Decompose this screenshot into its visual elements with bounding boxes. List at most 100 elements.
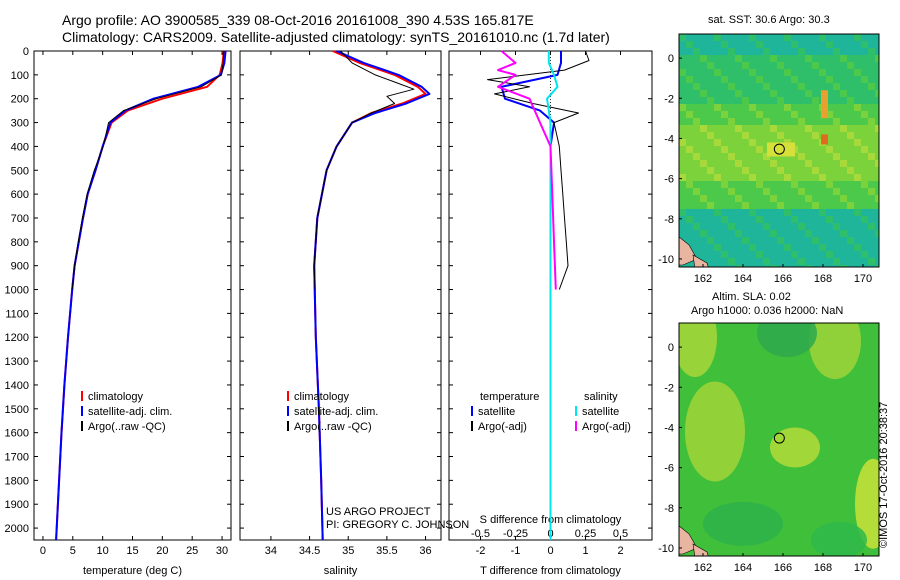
x-tick-label: 34 — [265, 545, 277, 557]
sst-cell — [714, 230, 721, 237]
sst-cell — [854, 139, 861, 146]
x-tick-label: 36 — [419, 545, 431, 557]
sst-cell — [826, 132, 833, 139]
sst-cell — [714, 216, 721, 223]
sst-cell — [819, 62, 826, 69]
sst-cell — [826, 181, 833, 188]
sst-cell — [861, 251, 868, 258]
sst-cell — [679, 153, 686, 160]
sst-cell — [840, 132, 847, 139]
sst-cell — [777, 55, 784, 62]
sst-cell — [840, 97, 847, 104]
sst-cell — [770, 195, 777, 202]
sst-cell — [728, 230, 735, 237]
sst-cell — [798, 265, 805, 267]
land-island — [692, 543, 709, 556]
sst-cell — [763, 34, 770, 41]
sst-cell — [700, 48, 707, 55]
y-tick-label: 100 — [11, 70, 29, 82]
sst-cell — [749, 118, 756, 125]
sst-cell — [854, 146, 861, 153]
sst-cell — [875, 34, 879, 41]
sst-cell — [798, 258, 805, 265]
y-tick-label: 600 — [11, 189, 29, 201]
y-tick-label: 1100 — [5, 308, 29, 320]
sst-cell — [791, 202, 798, 209]
sst-cell — [756, 202, 763, 209]
sst-cell — [749, 41, 756, 48]
sst-cell — [756, 195, 763, 202]
sst-cell — [826, 223, 833, 230]
map-y-tick-label: 0 — [668, 53, 674, 65]
sst-cell — [693, 83, 700, 90]
sst-cell — [791, 258, 798, 265]
sst-cell — [805, 76, 812, 83]
sst-cell — [735, 104, 742, 111]
sst-cell — [791, 237, 798, 244]
sst-cell — [819, 258, 826, 265]
sst-cell — [679, 34, 686, 41]
sst-cell — [847, 265, 854, 267]
sst-cell — [833, 118, 840, 125]
sst-cell — [798, 174, 805, 181]
sst-cell — [728, 223, 735, 230]
sst-cell — [679, 97, 686, 104]
sst-cell — [805, 125, 812, 132]
sst-cell — [714, 83, 721, 90]
sst-cell — [812, 202, 819, 209]
sst-cell — [714, 202, 721, 209]
sst-cell — [854, 132, 861, 139]
sst-cell — [770, 258, 777, 265]
sst-cell — [735, 125, 742, 132]
sst-cell — [819, 202, 826, 209]
y-tick-label: 700 — [11, 213, 29, 225]
sst-cell — [777, 90, 784, 97]
sst-cell — [679, 209, 686, 216]
sst-cell — [868, 55, 875, 62]
sst-cell — [742, 209, 749, 216]
sst-cell — [756, 118, 763, 125]
sst-cell — [805, 244, 812, 251]
y-tick-label: 900 — [11, 261, 29, 273]
sst-cell — [693, 97, 700, 104]
sst-cell — [784, 83, 791, 90]
sst-cell — [777, 83, 784, 90]
sst-cell — [791, 174, 798, 181]
sst-cell — [707, 76, 714, 83]
sst-cell — [707, 62, 714, 69]
sst-cell — [693, 146, 700, 153]
sst-cell — [833, 223, 840, 230]
sst-cell — [735, 90, 742, 97]
sst-cell — [875, 69, 879, 76]
sst-cell — [784, 34, 791, 41]
sst-cell — [756, 265, 763, 267]
sst-cell — [770, 41, 777, 48]
sst-cell — [875, 160, 879, 167]
sst-cell — [791, 111, 798, 118]
sst-cell — [868, 90, 875, 97]
sst-cell — [749, 62, 756, 69]
y-tick-label: 1400 — [5, 380, 29, 392]
sst-cell — [875, 118, 879, 125]
sst-cell — [861, 90, 868, 97]
sst-cell — [686, 209, 693, 216]
sst-cell — [833, 181, 840, 188]
sst-cell — [847, 125, 854, 132]
map-y-tick-label: -2 — [664, 93, 674, 105]
sst-cell — [826, 62, 833, 69]
sst-cell — [861, 209, 868, 216]
sst-cell — [840, 230, 847, 237]
sla-blob — [703, 501, 783, 546]
sst-cell — [826, 104, 833, 111]
sst-cell — [854, 223, 861, 230]
sst-cell — [707, 223, 714, 230]
sst-cell — [847, 62, 854, 69]
sst-cell — [826, 90, 833, 97]
sst-cell — [777, 160, 784, 167]
sst-cell — [819, 237, 826, 244]
chart-title-line1: Argo profile: AO 3900585_339 08-Oct-2016… — [62, 12, 534, 28]
sst-cell — [798, 83, 805, 90]
sst-cell — [840, 209, 847, 216]
sst-cell — [735, 244, 742, 251]
sst-cell — [805, 258, 812, 265]
